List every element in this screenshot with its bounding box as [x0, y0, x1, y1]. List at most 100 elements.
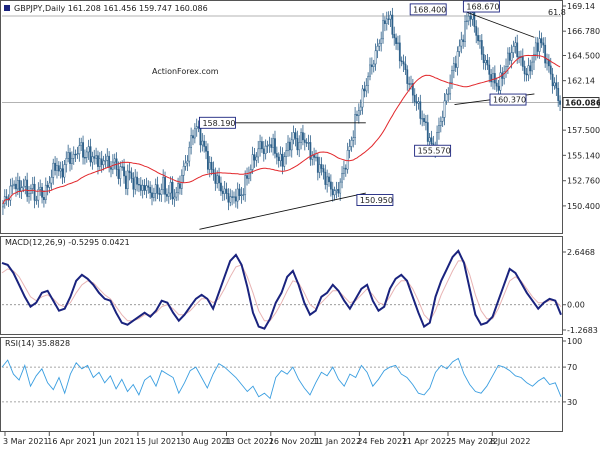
candle-body — [389, 14, 392, 20]
candle-body — [303, 139, 306, 143]
candle-body — [84, 157, 86, 159]
candle-body — [44, 184, 47, 201]
candle-body — [233, 196, 235, 198]
candle-body — [294, 132, 297, 139]
candle-body — [525, 73, 528, 76]
candle-body — [82, 142, 84, 158]
candle-body — [72, 153, 75, 159]
candle-body — [266, 145, 269, 147]
candle-body — [169, 181, 172, 194]
candle-body — [208, 162, 211, 170]
candle-body — [352, 137, 355, 141]
candle-body — [37, 189, 40, 201]
candle-body — [512, 46, 515, 53]
price-y-tick-label: 164.500 — [567, 51, 600, 60]
candle-body — [516, 42, 519, 57]
candle-body — [288, 141, 291, 151]
candle-body — [413, 94, 416, 102]
candle-body — [41, 186, 43, 198]
candle-body — [238, 188, 241, 196]
x-tick-label: 25 May 2022 — [446, 437, 498, 446]
candle-body — [261, 141, 263, 150]
candle-body — [328, 176, 330, 183]
price-y-tick-label: 169.14 — [567, 2, 595, 11]
candle-body — [177, 183, 179, 194]
candle-body — [141, 184, 144, 191]
candle-body — [218, 175, 220, 184]
candle-body — [259, 141, 261, 150]
candle-body — [333, 190, 336, 196]
candle-body — [76, 153, 79, 155]
price-y-tick-label: 155.140 — [567, 151, 600, 160]
rsi-layer: 100 70 30 — [1, 337, 582, 407]
candle-body — [322, 168, 325, 173]
candle-body — [343, 167, 345, 174]
rsi-panel-frame — [0, 337, 563, 432]
candle-body — [31, 183, 34, 189]
candle-body — [156, 184, 159, 194]
candle-body — [281, 153, 284, 167]
price-panel-frame — [0, 0, 563, 234]
candle-body — [479, 40, 481, 42]
price-y-tick-label: 162.14 — [567, 77, 595, 86]
candle-body — [195, 126, 198, 130]
candle-body — [331, 188, 334, 196]
candle-body — [134, 176, 137, 190]
candle-body — [419, 101, 422, 119]
candle-body — [443, 100, 446, 118]
candle-body — [393, 34, 396, 39]
candle-body — [551, 73, 554, 87]
candle-body — [255, 156, 258, 161]
candle-body — [415, 101, 418, 104]
candle-body — [356, 114, 358, 116]
annotation-label: 150.950 — [360, 196, 393, 205]
candle-body — [167, 192, 170, 197]
chart-header: GBPJPY,Daily 161.208 161.456 159.747 160… — [14, 4, 208, 13]
candle-body — [423, 118, 425, 123]
candle-body — [69, 152, 71, 164]
rsi-title: RSI(14) 35.8828 — [5, 339, 70, 348]
macd-y-tick-label: 0.00 — [567, 301, 585, 310]
candle-body — [326, 176, 329, 185]
candle-body — [372, 63, 375, 67]
macd-series-macd — [1, 249, 562, 330]
candle-body — [384, 20, 386, 24]
candle-body — [559, 100, 561, 105]
candle-body — [376, 45, 379, 52]
candle-body — [210, 162, 213, 170]
candle-body — [482, 54, 485, 64]
candle-body — [35, 199, 38, 202]
candle-body — [274, 138, 276, 154]
candle-body — [63, 164, 66, 178]
candle-body — [126, 170, 129, 189]
candle-body — [74, 153, 77, 156]
candle-body — [87, 146, 90, 153]
candle-body — [387, 18, 390, 20]
candle-body — [234, 196, 237, 202]
candle-body — [514, 42, 517, 47]
candle-body — [151, 192, 153, 198]
candle-body — [13, 183, 16, 186]
candle-body — [417, 101, 420, 104]
candle-body — [315, 156, 317, 159]
candle-body — [257, 148, 260, 158]
candle-body — [449, 82, 452, 95]
candle-body — [93, 156, 96, 159]
candle-body — [182, 165, 185, 176]
candle-body — [247, 172, 250, 179]
candle-body — [339, 181, 342, 194]
candle-body — [309, 142, 312, 160]
candle-body — [363, 88, 366, 92]
candle-body — [411, 83, 414, 96]
x-tick-label: 26 Nov 2021 — [269, 437, 320, 446]
candle-body — [231, 196, 234, 198]
candle-body — [130, 172, 133, 179]
candle-body — [497, 85, 500, 91]
candle-body — [534, 42, 537, 55]
candle-body — [104, 160, 107, 162]
candle-body — [110, 167, 112, 170]
candle-body — [510, 52, 513, 61]
current-price-box — [562, 97, 600, 109]
candle-body — [458, 45, 461, 52]
candle-body — [285, 150, 288, 157]
